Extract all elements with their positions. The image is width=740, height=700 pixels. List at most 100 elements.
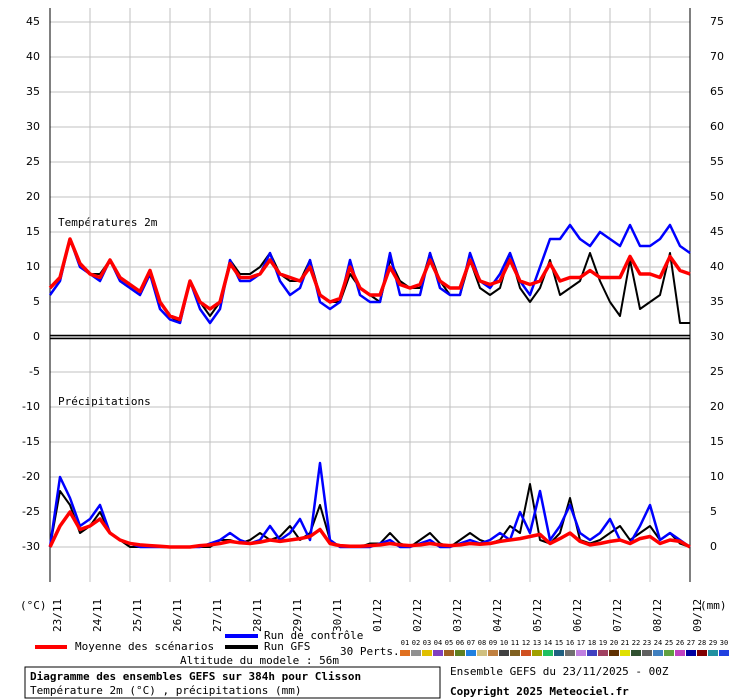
legend-label: Run de contrôle bbox=[264, 629, 363, 642]
temperature-label: Températures 2m bbox=[58, 216, 158, 229]
perturbation-swatch bbox=[664, 650, 674, 656]
legend-label: Moyenne des scénarios bbox=[75, 640, 214, 653]
x-tick-label: 09/12 bbox=[691, 599, 704, 632]
perturbation-label: 21 bbox=[621, 639, 629, 647]
altitude: Altitude du modele : 56m bbox=[180, 654, 339, 667]
perturbation-swatch bbox=[609, 650, 619, 656]
y-tick-label: 35 bbox=[26, 85, 40, 98]
x-tick-label: 04/12 bbox=[491, 599, 504, 632]
title-box bbox=[24, 666, 441, 699]
x-tick-label: 02/12 bbox=[411, 599, 424, 632]
y2-tick-label: 25 bbox=[710, 365, 724, 378]
perturbation-label: 13 bbox=[533, 639, 541, 647]
series-line bbox=[48, 237, 691, 322]
perturbation-label: 15 bbox=[555, 639, 563, 647]
perturbation-swatch bbox=[697, 650, 707, 656]
y-tick-label: 25 bbox=[26, 155, 40, 168]
y2-tick-label: 60 bbox=[710, 120, 724, 133]
y-tick-label: 30 bbox=[26, 120, 40, 133]
perturbation-label: 17 bbox=[577, 639, 585, 647]
perturbation-label: 03 bbox=[423, 639, 431, 647]
y-tick-label: 10 bbox=[26, 260, 40, 273]
perturbation-swatch bbox=[587, 650, 597, 656]
perturbations-label: 30 Perts. bbox=[340, 645, 400, 658]
y-tick-label: -15 bbox=[22, 435, 40, 448]
y2-tick-label: 35 bbox=[710, 295, 724, 308]
perturbation-label: 12 bbox=[522, 639, 530, 647]
perturbation-label: 08 bbox=[478, 639, 486, 647]
perturbation-swatch bbox=[620, 650, 630, 656]
perturbation-swatch bbox=[466, 650, 476, 656]
perturbation-swatch bbox=[675, 650, 685, 656]
y-tick-label: 20 bbox=[26, 190, 40, 203]
perturbation-swatch bbox=[598, 650, 608, 656]
y2-tick-label: 70 bbox=[710, 50, 724, 63]
y2-tick-label: 50 bbox=[710, 190, 724, 203]
perturbation-label: 19 bbox=[599, 639, 607, 647]
perturbation-swatch bbox=[686, 650, 696, 656]
y-tick-label: 15 bbox=[26, 225, 40, 238]
y2-tick-label: 10 bbox=[710, 470, 724, 483]
perturbation-swatch bbox=[422, 650, 432, 656]
perturbation-swatch bbox=[576, 650, 586, 656]
chart-title: Diagramme des ensembles GEFS sur 384h po… bbox=[30, 670, 361, 683]
y-tick-label: -20 bbox=[22, 470, 40, 483]
perturbation-label: 18 bbox=[588, 639, 596, 647]
precipitation-label: Précipitations bbox=[58, 395, 151, 408]
y2-tick-label: 5 bbox=[710, 505, 717, 518]
perturbation-swatch bbox=[642, 650, 652, 656]
perturbation-swatch bbox=[708, 650, 718, 656]
y2-tick-label: 0 bbox=[710, 540, 717, 553]
x-tick-label: 03/12 bbox=[451, 599, 464, 632]
perturbation-swatch bbox=[477, 650, 487, 656]
perturbation-swatch bbox=[411, 650, 421, 656]
perturbation-swatch bbox=[510, 650, 520, 656]
perturbation-swatch bbox=[631, 650, 641, 656]
x-tick-label: 27/11 bbox=[211, 599, 224, 632]
series-line bbox=[48, 223, 691, 325]
perturbation-swatch bbox=[554, 650, 564, 656]
perturbation-swatch bbox=[444, 650, 454, 656]
chart-subtitle: Température 2m (°C) , précipitations (mm… bbox=[30, 684, 302, 697]
perturbation-label: 20 bbox=[610, 639, 618, 647]
series-line bbox=[48, 510, 691, 549]
x-tick-label: 25/11 bbox=[131, 599, 144, 632]
x-tick-label: 01/12 bbox=[371, 599, 384, 632]
x-tick-label: 05/12 bbox=[531, 599, 544, 632]
perturbation-label: 22 bbox=[632, 639, 640, 647]
x-tick-label: 08/12 bbox=[651, 599, 664, 632]
y2-tick-label: 15 bbox=[710, 435, 724, 448]
perturbation-swatch bbox=[653, 650, 663, 656]
copyright: Copyright 2025 Meteociel.fr bbox=[450, 685, 629, 698]
perturbation-label: 16 bbox=[566, 639, 574, 647]
perturbation-swatch bbox=[565, 650, 575, 656]
perturbation-swatch bbox=[719, 650, 729, 656]
y-tick-label: -25 bbox=[22, 505, 40, 518]
y2-tick-label: 20 bbox=[710, 400, 724, 413]
x-tick-label: 30/11 bbox=[331, 599, 344, 632]
perturbation-label: 27 bbox=[687, 639, 695, 647]
perturbation-label: 09 bbox=[489, 639, 497, 647]
perturbation-label: 10 bbox=[500, 639, 508, 647]
perturbation-swatch bbox=[543, 650, 553, 656]
perturbation-label: 02 bbox=[412, 639, 420, 647]
perturbation-swatch bbox=[532, 650, 542, 656]
y-tick-label: 45 bbox=[26, 15, 40, 28]
y-tick-label: -5 bbox=[29, 365, 40, 378]
perturbation-label: 29 bbox=[709, 639, 717, 647]
y-tick-label: 40 bbox=[26, 50, 40, 63]
y-tick-label: 0 bbox=[33, 330, 40, 343]
y2-tick-label: 75 bbox=[710, 15, 724, 28]
y-tick-label: -30 bbox=[22, 540, 40, 553]
x-tick-label: 26/11 bbox=[171, 599, 184, 632]
y2-tick-label: 65 bbox=[710, 85, 724, 98]
x-tick-label: 29/11 bbox=[291, 599, 304, 632]
perturbation-label: 05 bbox=[445, 639, 453, 647]
perturbation-label: 07 bbox=[467, 639, 475, 647]
perturbation-label: 28 bbox=[698, 639, 706, 647]
perturbation-label: 30 bbox=[720, 639, 728, 647]
y-unit: (°C) bbox=[20, 599, 47, 612]
perturbation-swatch bbox=[488, 650, 498, 656]
x-tick-label: 28/11 bbox=[251, 599, 264, 632]
perturbation-label: 11 bbox=[511, 639, 519, 647]
